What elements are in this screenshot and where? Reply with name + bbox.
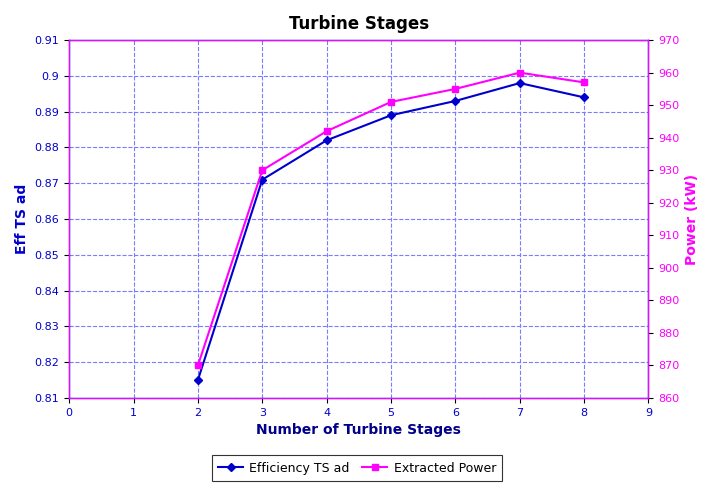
Y-axis label: Eff TS ad: Eff TS ad	[15, 184, 29, 254]
Efficiency TS ad	[516, 80, 524, 86]
Efficiency TS ad	[193, 377, 202, 383]
Extracted Power	[387, 99, 396, 105]
Efficiency TS ad	[580, 94, 588, 100]
Extracted Power	[322, 128, 331, 134]
Efficiency TS ad	[322, 137, 331, 143]
X-axis label: Number of Turbine Stages: Number of Turbine Stages	[256, 423, 461, 437]
Title: Turbine Stages: Turbine Stages	[288, 15, 429, 33]
Extracted Power	[580, 80, 588, 85]
Line: Extracted Power: Extracted Power	[195, 70, 587, 368]
Extracted Power	[258, 167, 266, 173]
Extracted Power	[451, 86, 460, 92]
Efficiency TS ad	[451, 98, 460, 104]
Efficiency TS ad	[258, 177, 266, 183]
Extracted Power	[193, 362, 202, 368]
Legend: Efficiency TS ad, Extracted Power: Efficiency TS ad, Extracted Power	[212, 455, 502, 481]
Y-axis label: Power (kW): Power (kW)	[685, 173, 699, 264]
Efficiency TS ad	[387, 112, 396, 118]
Line: Efficiency TS ad: Efficiency TS ad	[195, 81, 587, 383]
Extracted Power	[516, 70, 524, 76]
